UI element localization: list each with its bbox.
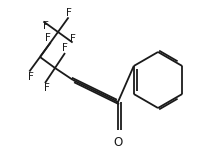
Text: O: O [113,136,122,149]
Text: F: F [43,21,49,31]
Text: F: F [69,33,75,43]
Text: F: F [44,83,50,93]
Text: F: F [62,43,68,53]
Text: F: F [28,72,34,82]
Text: F: F [44,33,50,43]
Text: F: F [65,8,71,18]
